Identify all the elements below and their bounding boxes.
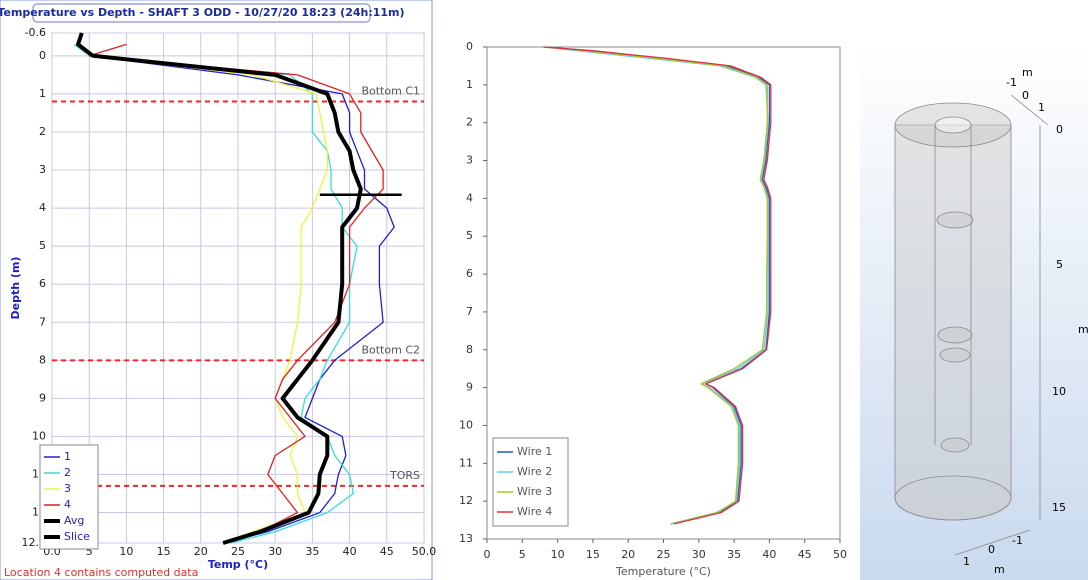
x-tick-label: 25 — [657, 548, 671, 561]
x-tick-label: 45 — [798, 548, 812, 561]
y-tick-label: 8 — [466, 343, 473, 356]
x-tick-label: 5 — [519, 548, 526, 561]
y-tick-label: 10 — [459, 418, 473, 431]
legend-label: Slice — [64, 530, 90, 543]
model-tick: 0 — [988, 543, 995, 556]
x-tick-label: 15 — [586, 548, 600, 561]
legend-label: 2 — [64, 466, 71, 479]
y-tick-label: 11 — [459, 456, 473, 469]
x-tick-label: 20 — [621, 548, 635, 561]
footnote: Location 4 contains computed data — [4, 566, 198, 579]
y-tick-label: 3 — [39, 163, 46, 176]
model-tick: 0 — [1056, 123, 1063, 136]
model-tick: 1 — [1038, 101, 1045, 114]
model-tick: 1 — [963, 555, 970, 568]
x-tick-label: 40 — [762, 548, 776, 561]
y-tick-label: 10 — [32, 429, 46, 442]
inner-ring — [940, 348, 970, 362]
y-tick-label: 7 — [39, 315, 46, 328]
legend-label: Avg — [64, 514, 84, 527]
y-tick-label: 1 — [39, 87, 46, 100]
legend-label: 3 — [64, 482, 71, 495]
y-tick-label: 1 — [466, 78, 473, 91]
x-tick-label: 10 — [551, 548, 565, 561]
y-tick-label: 2 — [39, 125, 46, 138]
legend-label: Wire 1 — [517, 445, 552, 458]
y-tick-label: 5 — [39, 239, 46, 252]
inner-ring — [938, 327, 972, 343]
y-tick-label: 6 — [466, 267, 473, 280]
x-tick-label: 30 — [268, 545, 282, 558]
y-tick-label: 2 — [466, 116, 473, 129]
x-tick-label: 50.0 — [412, 545, 437, 558]
x-tick-label: 45 — [380, 545, 394, 558]
y-tick-label: 4 — [466, 191, 473, 204]
outer-bottom — [895, 476, 1011, 520]
model-unit: m — [994, 563, 1005, 576]
reference-label: TORS — [389, 469, 420, 482]
x-axis-label: Temperature (°C) — [615, 565, 711, 578]
y-tick-label: 5 — [466, 229, 473, 242]
y-tick-label: 3 — [466, 154, 473, 167]
inner-top — [935, 117, 971, 133]
y-tick-label: 8 — [39, 353, 46, 366]
x-tick-label: 40 — [343, 545, 357, 558]
y-tick-label: 0 — [39, 49, 46, 62]
x-axis-label: Temp (°C) — [208, 558, 268, 571]
y-axis-label: Depth (m) — [9, 257, 22, 320]
legend-label: Wire 2 — [517, 465, 552, 478]
outer-cylinder — [895, 125, 1011, 520]
y-tick-label: 0 — [466, 40, 473, 53]
y-tick-label: 4 — [39, 201, 46, 214]
model-tick: 5 — [1056, 258, 1063, 271]
x-tick-label: 30 — [692, 548, 706, 561]
x-tick-label: 15 — [157, 545, 171, 558]
model-unit: m — [1078, 323, 1088, 336]
legend-label: Wire 3 — [517, 485, 552, 498]
y-tick-label: 6 — [39, 277, 46, 290]
inner-ring — [941, 438, 969, 452]
y-tick-label: 13 — [459, 532, 473, 545]
y-tick-label: 9 — [466, 381, 473, 394]
x-tick-label: 35 — [727, 548, 741, 561]
model-tick: 10 — [1052, 385, 1066, 398]
x-tick-label: 50 — [833, 548, 847, 561]
chart-title: Temperature vs Depth - SHAFT 3 ODD - 10/… — [0, 6, 405, 19]
legend-label: 4 — [64, 498, 71, 511]
y-tick-label: 9 — [39, 391, 46, 404]
legend-label: Wire 4 — [517, 505, 552, 518]
y-tick-label: 12 — [459, 494, 473, 507]
x-tick-label: 20 — [194, 545, 208, 558]
model-tick: -1 — [1012, 534, 1023, 547]
model-tick: 15 — [1052, 501, 1066, 514]
x-tick-label: 0 — [484, 548, 491, 561]
inner-ring — [937, 212, 973, 228]
model-unit: m — [1022, 66, 1033, 79]
reference-label: Bottom C2 — [361, 343, 420, 356]
model-tick: -1 — [1006, 76, 1017, 89]
y-tick-label: -0.6 — [25, 26, 46, 39]
y-tick-label: 7 — [466, 305, 473, 318]
x-tick-label: 35 — [305, 545, 319, 558]
screenshot: -1 0 1 m 0 5 10 15 m 1 0 -1 m 0.05101520… — [0, 0, 1088, 580]
model-tick: 0 — [1022, 89, 1029, 102]
x-tick-label: 25 — [231, 545, 245, 558]
x-tick-label: 10 — [119, 545, 133, 558]
reference-label: Bottom C1 — [361, 85, 420, 98]
legend-label: 1 — [64, 450, 71, 463]
